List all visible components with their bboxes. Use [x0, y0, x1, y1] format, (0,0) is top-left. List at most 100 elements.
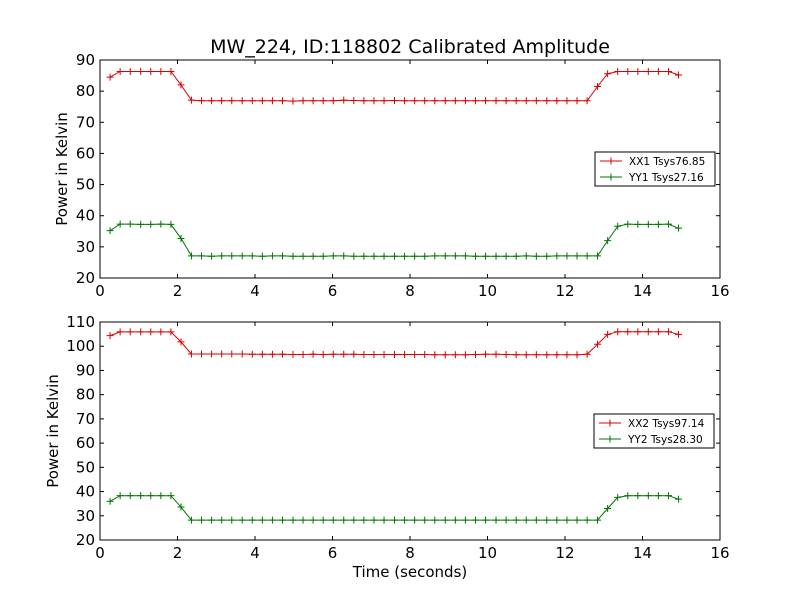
data-point-marker [563, 351, 571, 359]
data-point-marker [198, 350, 206, 358]
x-axis-label: Time (seconds) [352, 563, 468, 581]
data-point-marker [279, 516, 287, 524]
y-axis-label: Power in Kelvin [53, 112, 71, 226]
data-point-marker [248, 516, 256, 524]
data-point-marker [370, 350, 378, 358]
data-point-marker [644, 68, 652, 76]
data-point-marker [664, 68, 672, 76]
data-point-marker [502, 516, 510, 524]
data-point-marker [309, 350, 317, 358]
data-point-marker [532, 252, 540, 260]
data-point-marker [563, 97, 571, 105]
data-point-marker [604, 505, 612, 513]
data-point-marker [461, 252, 469, 260]
data-point-marker [573, 516, 581, 524]
data-point-marker [482, 350, 490, 358]
data-point-marker [177, 338, 185, 346]
data-point-marker [167, 68, 175, 76]
data-point-marker [329, 97, 337, 105]
y-tick-label: 70 [76, 113, 95, 131]
data-point-marker [289, 516, 297, 524]
y-tick-label: 40 [76, 207, 95, 225]
data-point-marker [594, 82, 602, 90]
data-point-marker [380, 516, 388, 524]
data-point-marker [441, 97, 449, 105]
data-point-marker [106, 73, 114, 81]
data-point-marker [583, 97, 591, 105]
data-point-marker [238, 350, 246, 358]
data-point-marker [208, 350, 216, 358]
data-point-marker [157, 220, 165, 228]
data-point-marker [360, 97, 368, 105]
data-point-marker [340, 350, 348, 358]
data-point-marker [137, 328, 145, 336]
y-tick-label: 50 [76, 176, 95, 194]
data-point-marker [248, 252, 256, 260]
data-point-marker [563, 516, 571, 524]
data-point-marker [391, 96, 398, 104]
data-point-marker [137, 492, 145, 500]
x-tick-label: 6 [328, 282, 338, 300]
data-point-marker [502, 350, 510, 358]
data-point-marker [624, 328, 632, 336]
data-point-marker [248, 97, 256, 105]
data-point-marker [228, 350, 236, 358]
data-point-marker [319, 516, 327, 524]
y-tick-label: 30 [76, 238, 95, 256]
data-point-marker [319, 252, 327, 260]
data-point-marker [441, 351, 449, 359]
data-point-marker [644, 492, 652, 500]
y-tick-label: 60 [76, 434, 95, 452]
legend-marker [606, 419, 614, 427]
data-point-marker [137, 68, 145, 76]
data-point-marker [279, 97, 287, 105]
legend-label: YY1 Tsys27.16 [628, 172, 704, 184]
data-point-marker [147, 492, 155, 500]
data-point-marker [583, 350, 591, 358]
data-point-marker [654, 328, 662, 336]
legend-label: YY2 Tsys28.30 [627, 434, 703, 446]
data-point-marker [411, 252, 419, 260]
data-point-marker [329, 350, 337, 358]
data-point-marker [177, 234, 185, 242]
data-point-marker [167, 328, 175, 336]
data-point-marker [594, 340, 602, 348]
data-point-marker [583, 252, 591, 260]
data-point-marker [654, 492, 662, 500]
data-point-marker [198, 97, 206, 105]
data-point-marker [614, 68, 622, 76]
series-yy [106, 492, 683, 524]
data-point-marker [126, 220, 134, 228]
data-point-marker [309, 97, 317, 105]
data-point-marker [238, 516, 246, 524]
data-point-marker [573, 351, 581, 359]
data-point-marker [360, 252, 368, 260]
x-tick-label: 0 [95, 282, 105, 300]
legend-marker [607, 157, 615, 165]
data-point-marker [512, 351, 520, 359]
data-point-marker [147, 220, 155, 228]
data-point-marker [492, 252, 500, 260]
data-point-marker [664, 328, 672, 336]
data-point-marker [126, 328, 134, 336]
data-point-marker [126, 68, 134, 76]
data-point-marker [218, 516, 226, 524]
x-tick-label: 10 [478, 282, 497, 300]
x-tick-label: 8 [405, 544, 415, 562]
data-point-marker [279, 252, 287, 260]
data-point-marker [482, 97, 490, 105]
data-point-marker [268, 350, 276, 358]
data-point-marker [319, 97, 327, 105]
data-point-marker [380, 97, 388, 105]
data-point-marker [421, 252, 429, 260]
data-point-marker [258, 350, 266, 358]
data-point-marker [431, 516, 439, 524]
data-point-marker [614, 222, 622, 230]
data-point-marker [228, 252, 236, 260]
data-point-marker [553, 252, 561, 260]
data-point-marker [228, 516, 236, 524]
data-point-marker [340, 516, 348, 524]
data-point-marker [634, 328, 642, 336]
data-point-marker [563, 252, 571, 260]
data-point-marker [624, 220, 632, 228]
